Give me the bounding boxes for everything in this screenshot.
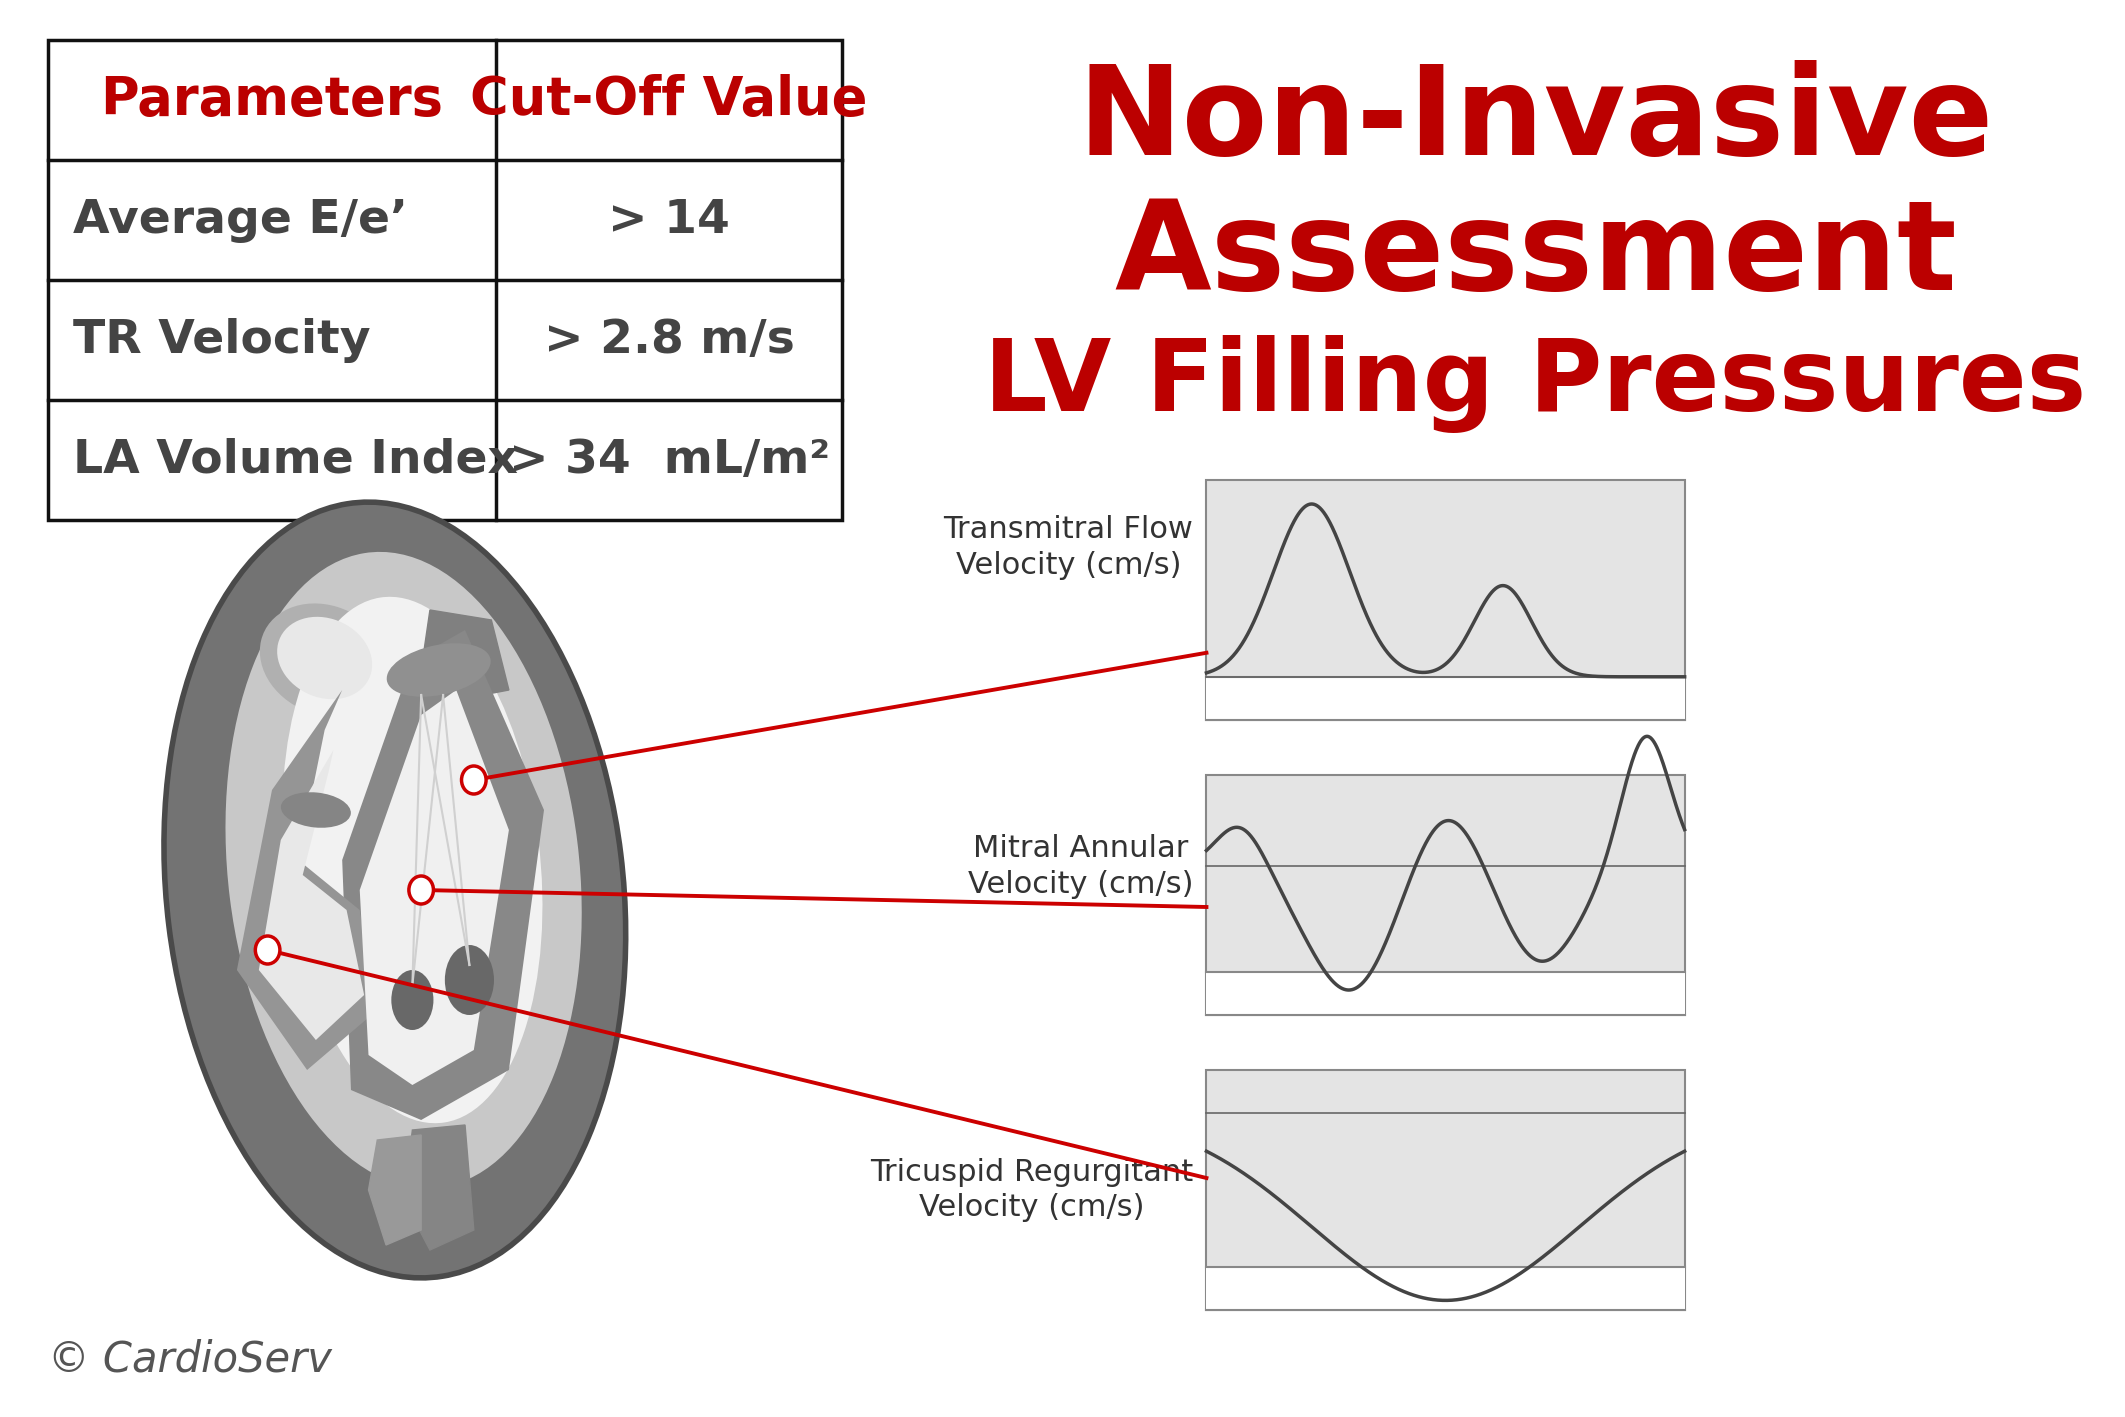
Ellipse shape bbox=[283, 597, 542, 1124]
Polygon shape bbox=[342, 631, 544, 1119]
Ellipse shape bbox=[276, 616, 372, 699]
Circle shape bbox=[461, 767, 487, 794]
Polygon shape bbox=[368, 1135, 421, 1246]
Text: LA Volume Index: LA Volume Index bbox=[72, 438, 518, 483]
Text: > 34  mL/m²: > 34 mL/m² bbox=[508, 438, 829, 483]
Polygon shape bbox=[421, 609, 508, 700]
Polygon shape bbox=[236, 690, 378, 1070]
Text: TR Velocity: TR Velocity bbox=[72, 317, 370, 363]
Ellipse shape bbox=[164, 502, 625, 1278]
Circle shape bbox=[255, 937, 280, 964]
Bar bbox=[1207, 972, 1685, 1015]
Bar bbox=[1207, 480, 1685, 720]
Text: > 14: > 14 bbox=[608, 197, 731, 242]
Ellipse shape bbox=[225, 551, 582, 1187]
Text: LV Filling Pressures: LV Filling Pressures bbox=[984, 334, 2087, 434]
Polygon shape bbox=[359, 690, 508, 1085]
Ellipse shape bbox=[259, 604, 389, 717]
Text: Mitral Annular
Velocity (cm/s): Mitral Annular Velocity (cm/s) bbox=[967, 833, 1194, 898]
Polygon shape bbox=[259, 750, 363, 1040]
Text: > 2.8 m/s: > 2.8 m/s bbox=[544, 317, 795, 363]
Ellipse shape bbox=[387, 643, 491, 697]
Bar bbox=[1207, 1267, 1685, 1309]
Text: Non-Invasive: Non-Invasive bbox=[1077, 60, 1993, 181]
Ellipse shape bbox=[391, 971, 434, 1030]
Text: Assessment: Assessment bbox=[1114, 196, 1957, 316]
Bar bbox=[1207, 775, 1685, 1015]
Bar bbox=[49, 40, 842, 520]
Circle shape bbox=[408, 876, 433, 904]
Text: © CardioServ: © CardioServ bbox=[49, 1338, 332, 1380]
Ellipse shape bbox=[280, 792, 351, 828]
Bar bbox=[1207, 1070, 1685, 1309]
Text: Cut-Off Value: Cut-Off Value bbox=[470, 74, 867, 126]
Text: Average E/e’: Average E/e’ bbox=[72, 197, 408, 242]
Polygon shape bbox=[404, 1125, 474, 1250]
Text: Parameters: Parameters bbox=[100, 74, 444, 126]
Text: Transmitral Flow
Velocity (cm/s): Transmitral Flow Velocity (cm/s) bbox=[944, 514, 1194, 580]
Bar bbox=[1207, 677, 1685, 720]
Ellipse shape bbox=[444, 945, 493, 1015]
Text: Tricuspid Regurgitant
Velocity (cm/s): Tricuspid Regurgitant Velocity (cm/s) bbox=[869, 1158, 1194, 1223]
